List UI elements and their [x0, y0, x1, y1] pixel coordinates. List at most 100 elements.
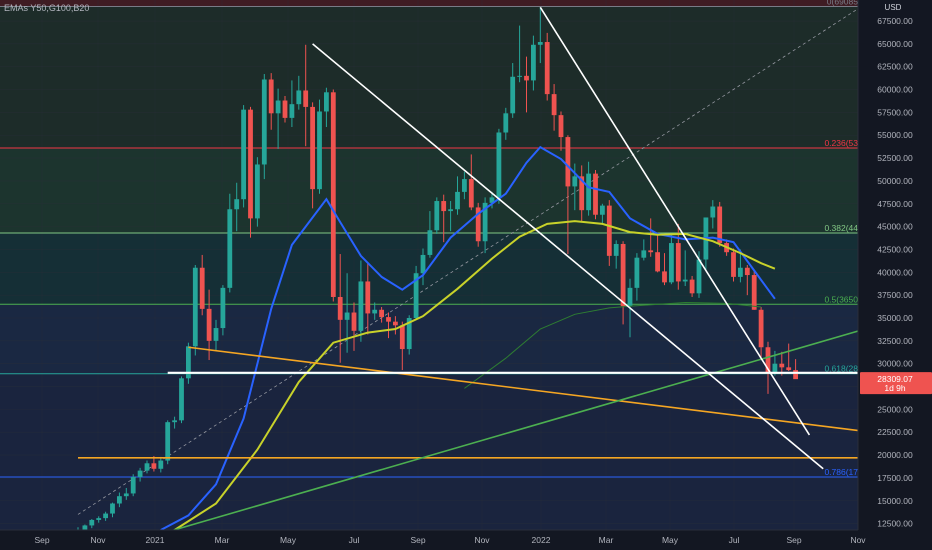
candle-body — [600, 205, 605, 215]
fib-label: 0(69085 — [827, 0, 858, 7]
candle-body — [537, 42, 543, 45]
x-tick-label: Sep — [34, 535, 49, 545]
candle-body — [227, 209, 233, 288]
candle-body — [275, 100, 281, 114]
fib-band — [0, 373, 858, 477]
candle-body — [289, 104, 295, 118]
candle-body — [393, 321, 398, 326]
candle-body — [482, 202, 488, 242]
candle-body — [648, 250, 654, 253]
ema-blue_ema20 — [160, 145, 776, 531]
candle-body — [310, 106, 315, 190]
y-tick-label: 67500.00 — [877, 16, 913, 26]
y-tick-label: 57500.00 — [877, 107, 913, 117]
candle-body — [179, 378, 184, 421]
x-tick-label: 2022 — [532, 535, 551, 545]
y-tick-label: 55000.00 — [877, 130, 913, 140]
candle-body — [344, 312, 350, 320]
candle-body — [199, 267, 205, 309]
candle-body — [241, 109, 246, 200]
x-tick-label: Jul — [349, 535, 360, 545]
price-axis-bg — [858, 0, 932, 550]
candle-body — [772, 363, 778, 373]
candle-body — [744, 267, 750, 276]
candle-body — [303, 90, 309, 107]
indicator-legend[interactable]: EMAs Y50,G100,B20 — [4, 3, 90, 13]
candle-body — [641, 250, 647, 258]
candle-body — [282, 100, 288, 118]
y-tick-label: 20000.00 — [877, 450, 913, 460]
trendline-green — [132, 326, 872, 543]
candle-body — [779, 363, 785, 368]
candle-body — [248, 109, 253, 219]
fib-label: 0.786(17 — [824, 467, 858, 477]
x-tick-label: Nov — [474, 535, 490, 545]
candle-body — [186, 346, 191, 379]
candle-body — [324, 92, 329, 112]
candle-body — [689, 279, 695, 294]
candle-body — [524, 75, 529, 81]
candle-body — [758, 309, 764, 348]
candle-body — [96, 518, 102, 520]
candle-body — [158, 460, 164, 469]
candle-body — [593, 173, 598, 215]
candle-body — [206, 308, 212, 341]
candle-body — [544, 42, 550, 95]
candle-body — [317, 111, 322, 190]
candle-body — [420, 254, 426, 274]
candle-body — [82, 525, 88, 530]
last-price-label: 28309.07 — [877, 374, 913, 384]
y-tick-label: 35000.00 — [877, 313, 913, 323]
candle-body — [558, 115, 564, 138]
candle-body — [793, 370, 798, 380]
trendline-white — [312, 43, 824, 470]
candle-body — [489, 197, 495, 203]
candle-body — [337, 296, 343, 320]
candle-body — [662, 271, 667, 283]
candle-body — [717, 206, 723, 244]
candle-body — [627, 287, 633, 307]
candle-body — [669, 243, 674, 283]
candle-body — [613, 243, 619, 256]
trendline-white — [539, 6, 811, 436]
candle-body — [751, 275, 757, 310]
candle-body — [696, 259, 702, 294]
candle-body — [531, 44, 536, 81]
candle-body — [330, 92, 336, 297]
candle-body — [372, 309, 378, 314]
candle-body — [710, 206, 716, 218]
candle-body — [738, 267, 743, 277]
fib-band — [0, 0, 858, 7]
x-tick-label: Sep — [786, 535, 801, 545]
candle-body — [110, 503, 115, 514]
x-tick-label: Mar — [215, 535, 230, 545]
y-tick-label: 45000.00 — [877, 222, 913, 232]
candle-body — [296, 90, 302, 105]
time-axis-bg — [0, 530, 858, 550]
candle-body — [386, 317, 391, 322]
candle-body — [510, 76, 516, 114]
fib-band — [0, 477, 858, 530]
candle-body — [579, 176, 585, 211]
candle-body — [213, 328, 219, 341]
fib-label: 0.382(44 — [824, 223, 858, 233]
y-tick-label: 40000.00 — [877, 267, 913, 277]
candle-body — [462, 179, 467, 192]
candle-body — [441, 201, 447, 212]
candle-body — [731, 252, 736, 277]
candle-body — [517, 75, 522, 77]
y-tick-label: 47500.00 — [877, 199, 913, 209]
candle-body — [434, 201, 440, 231]
candle-body — [475, 207, 481, 242]
y-tick-label: 37500.00 — [877, 290, 913, 300]
candle-body — [358, 281, 364, 331]
y-tick-label: 25000.00 — [877, 404, 913, 414]
candle-body — [503, 113, 509, 133]
x-tick-label: 2021 — [146, 535, 165, 545]
countdown-label: 1d 9h — [884, 383, 906, 393]
candle-body — [551, 94, 557, 116]
candle-body — [123, 493, 129, 497]
candle-body — [144, 463, 150, 471]
